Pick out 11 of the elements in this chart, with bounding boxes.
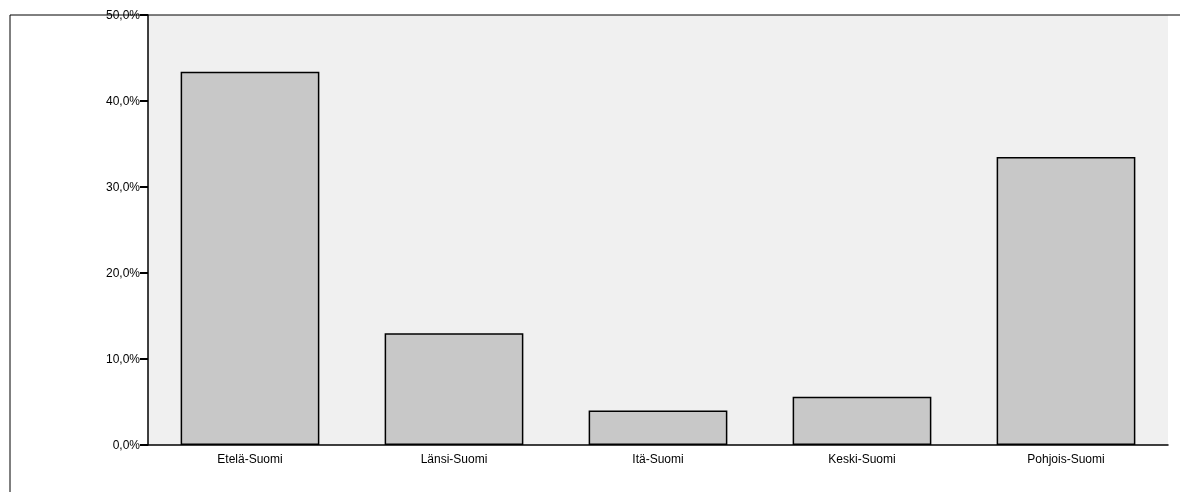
y-tick-label: 0,0% — [112, 438, 141, 452]
y-tick-label: 40,0% — [105, 94, 141, 108]
x-tick-label: Itä-Suomi — [632, 452, 684, 466]
y-tick-label: 10,0% — [105, 352, 141, 366]
y-tick-label: 30,0% — [105, 180, 141, 194]
x-tick-label: Pohjois-Suomi — [1027, 452, 1105, 466]
x-tick-label: Länsi-Suomi — [420, 452, 488, 466]
x-tick-label: Etelä-Suomi — [217, 452, 283, 466]
y-tick-label: 50,0% — [105, 8, 141, 22]
y-tick-label: 20,0% — [105, 266, 141, 280]
x-tick-label: Keski-Suomi — [828, 452, 896, 466]
